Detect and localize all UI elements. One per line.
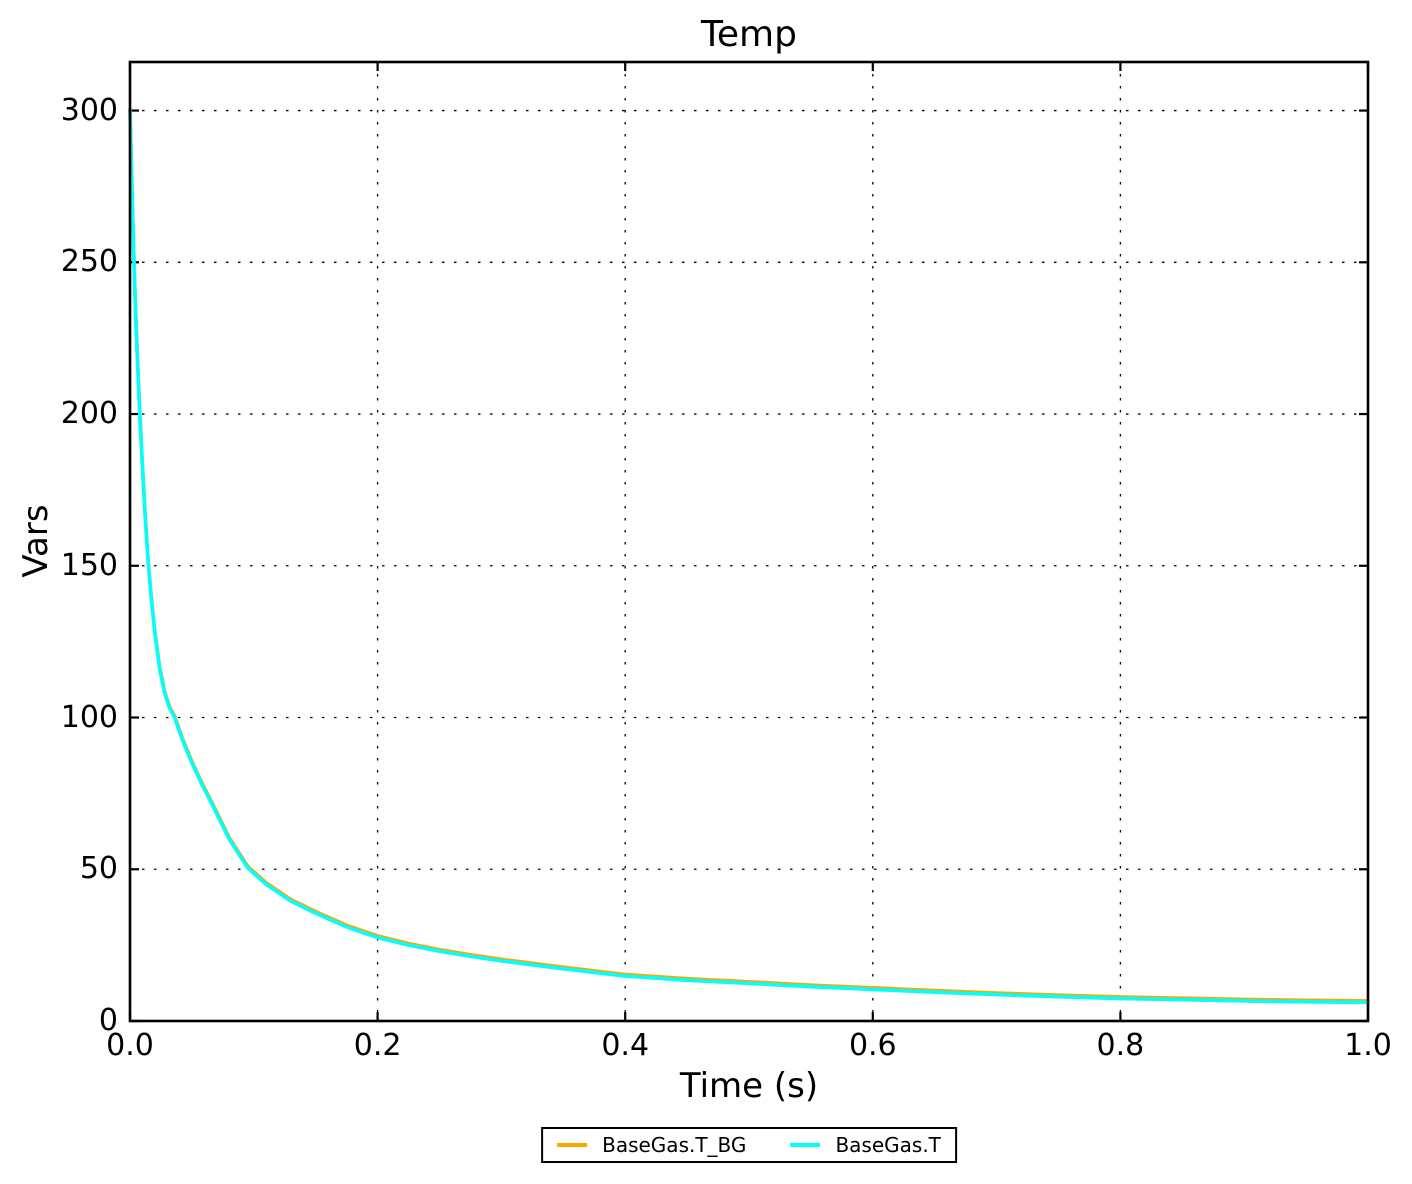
x-tick-label: 1.0	[1344, 1028, 1392, 1063]
legend-item-basegas-t: BaseGas.T	[790, 1132, 941, 1158]
chart-title: Temp	[701, 14, 797, 55]
x-tick-label: 0.4	[601, 1028, 650, 1063]
legend-item-basegas-t-bg: BaseGas.T_BG	[557, 1132, 746, 1158]
y-tick-label: 100	[60, 699, 118, 735]
legend-label-basegas-t: BaseGas.T	[835, 1133, 941, 1157]
x-tick-label: 0.8	[1096, 1028, 1145, 1063]
legend-label-basegas-t-bg: BaseGas.T_BG	[602, 1133, 747, 1157]
x-tick-label: 0.2	[353, 1028, 402, 1063]
y-tick-label: 150	[60, 547, 118, 583]
x-axis-label: Time (s)	[679, 1066, 819, 1106]
legend-line-swatch-orange-icon	[557, 1143, 588, 1147]
y-tick-label: 300	[60, 92, 118, 128]
y-tick-label: 50	[79, 851, 118, 887]
y-tick-label: 200	[60, 396, 118, 432]
y-tick-label: 250	[60, 244, 118, 280]
legend-line-swatch-cyan-icon	[790, 1143, 821, 1147]
y-tick-label: 0	[98, 1003, 118, 1038]
legend: BaseGas.T_BG BaseGas.T	[541, 1127, 957, 1163]
x-tick-label: 0.0	[106, 1028, 154, 1063]
x-tick-label: 0.6	[848, 1028, 897, 1063]
